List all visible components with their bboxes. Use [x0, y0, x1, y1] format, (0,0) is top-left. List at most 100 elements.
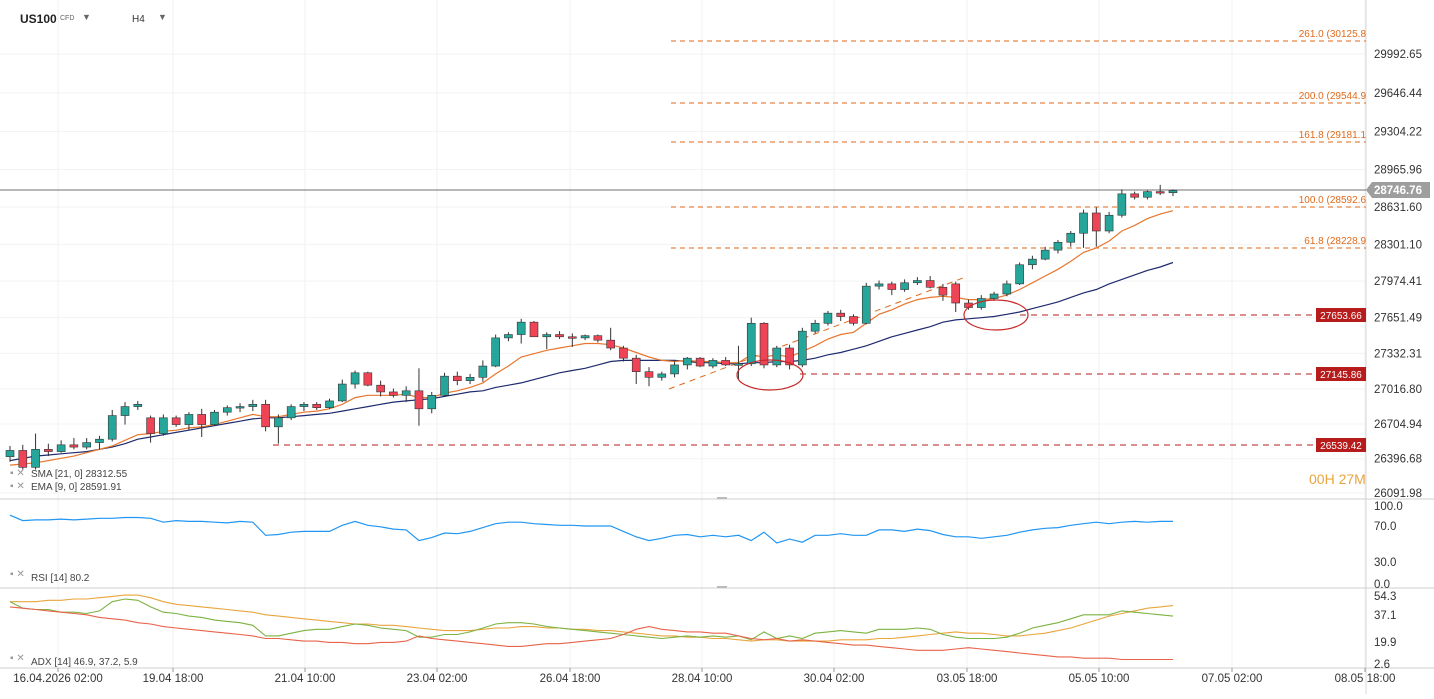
candle-body	[107, 415, 117, 440]
candle-body	[989, 293, 999, 299]
candle-body	[913, 280, 922, 284]
fibonacci-level-label: 200.0 (29544.9	[1299, 91, 1367, 102]
time-axis-label: 28.04 10:00	[672, 673, 733, 685]
rsi-axis-label: 30.0	[1374, 557, 1396, 569]
candle-body	[504, 334, 513, 339]
time-axis-label: 19.04 18:00	[143, 673, 204, 685]
candle-body	[861, 285, 871, 324]
candle-body	[568, 336, 577, 339]
candle-body	[606, 339, 615, 349]
candle-body	[1168, 190, 1178, 194]
candle-body	[120, 406, 130, 416]
candle-body	[1092, 212, 1101, 232]
time-axis-label: 23.04 02:00	[407, 673, 468, 685]
candle-body	[695, 357, 705, 367]
time-axis-label: 05.05 10:00	[1069, 673, 1130, 685]
candle-body	[593, 335, 603, 341]
candle-body	[171, 417, 181, 425]
candle-body	[810, 322, 820, 332]
candle-body	[1028, 258, 1037, 266]
adx-axis-label: 2.6	[1374, 659, 1390, 671]
candle-body	[274, 417, 283, 428]
candle-body	[146, 417, 155, 434]
instrument-type-label: CFD	[60, 15, 75, 22]
candle-body	[925, 280, 935, 288]
support-level-badge	[1316, 438, 1366, 452]
price-axis-label: 27651.49	[1374, 312, 1422, 324]
adx-indicator-label: ADX [14] 46.9, 37.2, 5.9	[31, 657, 138, 668]
candle-body	[286, 406, 296, 419]
rsi-line	[9, 514, 1173, 544]
candle-body	[580, 335, 590, 339]
price-axis-label: 28965.96	[1374, 165, 1422, 177]
price-axis-label: 27332.31	[1374, 348, 1422, 360]
fibonacci-level-label: 161.8 (29181.1	[1299, 130, 1367, 141]
candle-body	[1079, 212, 1088, 234]
adx-minus-di-line	[9, 606, 1173, 661]
candle-body	[1002, 283, 1012, 295]
candle-body	[555, 334, 564, 338]
annotation-ellipse	[736, 359, 804, 391]
candle-body	[759, 322, 769, 366]
symbol-label[interactable]: US100	[20, 12, 57, 26]
candle-body	[222, 407, 232, 413]
adx-axis-label: 37.1	[1374, 610, 1396, 622]
candle-body	[31, 449, 40, 468]
candle-body	[5, 450, 15, 457]
close-indicator-icon: ▪ ✕	[10, 653, 25, 664]
candle-body	[133, 404, 143, 407]
candle-body	[708, 360, 718, 367]
ema-line	[9, 210, 1174, 466]
candle-body	[1130, 193, 1139, 198]
candle-body	[491, 337, 500, 367]
price-axis-label: 29304.22	[1374, 126, 1422, 138]
rsi-axis-label: 100.0	[1374, 501, 1403, 513]
price-axis-label: 27974.41	[1374, 276, 1422, 288]
candle-body	[1053, 241, 1063, 251]
candle-body	[210, 411, 219, 425]
candle-body	[900, 282, 909, 290]
candle-body	[184, 414, 194, 425]
pane-resize-handle-icon	[717, 586, 727, 588]
candle-body	[465, 377, 475, 381]
indicator-label-sma: SMA [21, 0] 28312.55	[31, 469, 128, 480]
candle-body	[376, 384, 385, 393]
candle-body	[478, 365, 488, 378]
symbol-dropdown-caret-icon[interactable]: ▼	[82, 12, 91, 22]
candle-body	[785, 347, 794, 366]
candle-body	[299, 404, 309, 407]
time-axis-label: 21.04 10:00	[275, 673, 336, 685]
timeframe-dropdown-caret-icon[interactable]: ▼	[158, 12, 167, 22]
fibonacci-anchor-line	[668, 277, 964, 390]
candle-body	[938, 286, 948, 296]
time-axis-label: 30.04 02:00	[804, 673, 865, 685]
candle-body	[312, 404, 322, 408]
candle-body	[823, 312, 833, 324]
time-axis-label: 03.05 18:00	[937, 673, 998, 685]
support-level-badge	[1316, 367, 1366, 381]
candle-body	[401, 390, 411, 396]
fibonacci-level-label: 61.8 (28228.9	[1304, 236, 1366, 247]
candle-body	[746, 322, 756, 365]
close-indicator-icon: ▪ ✕	[10, 569, 25, 580]
candle-body	[414, 390, 424, 410]
candle-body	[1040, 249, 1050, 260]
pane-resize-handle-icon	[717, 497, 727, 499]
adx-axis-label: 19.9	[1374, 637, 1396, 649]
fibonacci-level-label: 261.0 (30125.8	[1299, 29, 1367, 40]
candle-body	[337, 383, 347, 402]
timeframe-label[interactable]: H4	[132, 14, 145, 25]
candle-body	[631, 357, 641, 372]
candle-body	[82, 442, 91, 448]
candle-body	[235, 406, 245, 409]
time-axis-label: 08.05 18:00	[1335, 673, 1396, 685]
candle-body	[683, 357, 692, 366]
candle-body	[325, 400, 334, 408]
candle-body	[1104, 214, 1114, 232]
candle-body	[69, 444, 79, 448]
candle-body	[389, 391, 398, 396]
candle-body	[644, 371, 654, 378]
price-axis-label: 28631.60	[1374, 202, 1422, 214]
